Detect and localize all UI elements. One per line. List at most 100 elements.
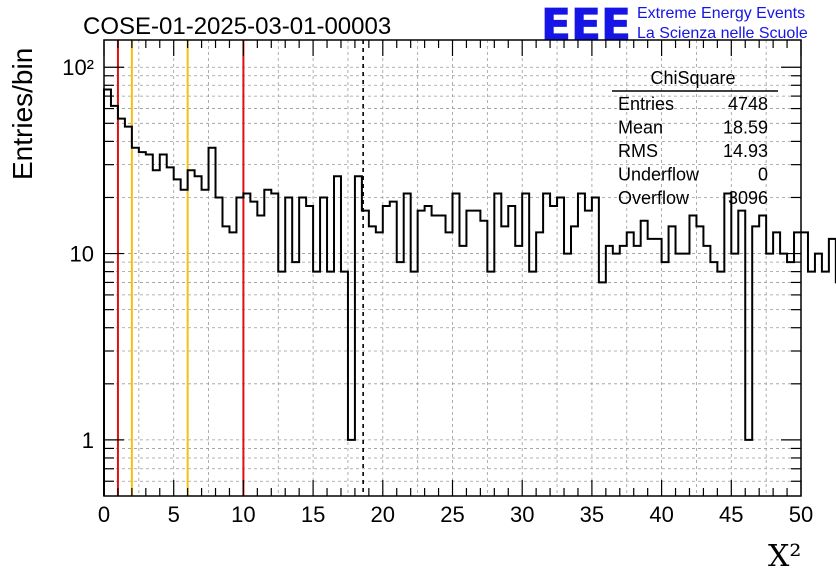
histogram-bin [696, 226, 703, 496]
histogram-bin [703, 246, 710, 496]
histogram-bin [627, 232, 634, 496]
histogram-bin [439, 216, 446, 496]
histogram-bin [494, 194, 501, 496]
x-axis-label: X² [768, 539, 801, 572]
histogram-bin [508, 206, 515, 496]
histogram-bin [536, 232, 543, 496]
histogram-bin [334, 176, 341, 496]
histogram-bin [250, 202, 257, 496]
histogram-bin [780, 254, 787, 496]
histogram-bin [466, 211, 473, 496]
stats-value: 14.93 [723, 141, 768, 161]
histogram-bin [174, 179, 181, 496]
histogram-bin [243, 194, 250, 496]
stats-label: RMS [618, 141, 658, 161]
x-tick-label: 0 [98, 502, 110, 527]
histogram-bin [432, 216, 439, 496]
histogram-bin [313, 272, 320, 496]
histogram-bin [236, 197, 243, 496]
histogram-bin [731, 254, 738, 496]
histogram-bin [501, 226, 508, 496]
stats-title: ChiSquare [650, 68, 735, 88]
histogram-bin [522, 194, 529, 496]
y-axis-label: Entries/bin [7, 48, 38, 180]
x-tick-label: 5 [168, 502, 180, 527]
histogram-bin [195, 176, 202, 496]
x-tick-label: 35 [580, 502, 604, 527]
histogram-bin [710, 262, 717, 496]
y-tick-label: 10 [70, 242, 94, 267]
histogram-bin [446, 232, 453, 496]
threshold-lines [116, 40, 364, 496]
histogram-bin [773, 232, 780, 496]
histogram-bin [641, 221, 648, 496]
histogram-bin [529, 272, 536, 496]
histogram-bin [348, 440, 355, 496]
x-tick-label: 50 [789, 502, 813, 527]
histogram-bin [543, 194, 550, 496]
histogram-line [103, 88, 836, 496]
stats-box: ChiSquare Entries 4748 Mean 18.59 RMS 14.93 Un… [612, 68, 778, 208]
histogram-bin [766, 254, 773, 496]
histogram-bin [425, 206, 432, 496]
histogram-bin [515, 246, 522, 496]
x-tick-label: 15 [301, 502, 325, 527]
histogram-bin [745, 440, 752, 496]
histogram-bin [801, 232, 808, 496]
histogram-bin [362, 211, 369, 496]
histogram-bin [285, 197, 292, 496]
histogram-bin [369, 226, 376, 496]
histogram-bin [606, 246, 613, 496]
histogram-bin [264, 190, 271, 496]
histogram-bin [564, 254, 571, 496]
histogram-bin [808, 272, 815, 496]
histogram-bin [662, 262, 669, 496]
histogram-bin [278, 272, 285, 496]
histogram-bin [257, 216, 264, 496]
stats-value: 18.59 [723, 118, 768, 138]
histogram-bin [271, 194, 278, 496]
stats-value: 0 [758, 165, 768, 185]
stats-label: Entries [618, 94, 674, 114]
logo-line-1: Extreme Energy Events [637, 5, 805, 22]
histogram-bin [717, 272, 724, 496]
x-tick-labels: 0 5 10 15 20 25 30 35 40 45 50 [98, 502, 813, 527]
histogram-bin [229, 232, 236, 496]
stats-label: Overflow [618, 188, 690, 208]
x-tick-label: 30 [510, 502, 534, 527]
histogram-bin [669, 226, 676, 496]
histogram-bin [146, 155, 153, 496]
histogram-bin [160, 155, 167, 496]
y-tick-label: 1 [82, 428, 94, 453]
y-tick-labels: 1 10 10² [62, 55, 94, 453]
eee-logo: EEE Extreme Energy Events La Scienza nel… [541, 0, 808, 51]
histogram-bin [689, 216, 696, 496]
y-tick-label: 10² [62, 55, 94, 80]
x-tick-label: 25 [440, 502, 464, 527]
chart-title: COSE-01-2025-03-01-00003 [83, 13, 391, 40]
histogram-bin [292, 262, 299, 496]
histogram-bin [759, 216, 766, 496]
histogram-bin [202, 190, 209, 496]
histogram-bin [299, 197, 306, 496]
histogram-bin [104, 89, 111, 496]
histogram-bin [209, 148, 216, 496]
histogram-bin [411, 272, 418, 496]
histogram-bin [620, 246, 627, 496]
histogram-bin [390, 202, 397, 496]
x-tick-label: 10 [231, 502, 255, 527]
histogram-bin [181, 190, 188, 496]
histogram-bin [578, 194, 585, 496]
x-tick-label: 20 [371, 502, 395, 527]
histogram-bin [320, 197, 327, 496]
histogram-bin [404, 194, 411, 496]
histogram-bin [787, 262, 794, 496]
axis-ticks [103, 40, 802, 496]
histogram-bin [341, 272, 348, 496]
histogram-bin [306, 206, 313, 496]
histogram-bin [557, 197, 564, 496]
histogram-bin [139, 152, 146, 496]
histogram-bin [222, 226, 229, 496]
histogram-bin [655, 239, 662, 496]
